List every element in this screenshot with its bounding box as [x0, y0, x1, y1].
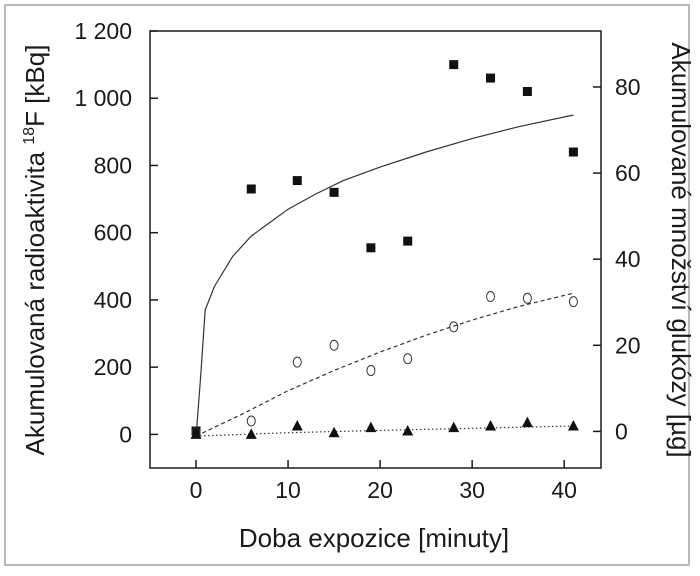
data-point-triangle	[365, 421, 377, 433]
y-axis-left-label-prefix: Akumulovaná radioaktivita	[20, 145, 50, 456]
x-tick-label: 20	[367, 477, 393, 503]
fit-line-solid	[195, 114, 574, 438]
y-axis-left-label-suffix: F [kBq]	[20, 45, 50, 127]
chart-svg: 0 200 400 600 800 1 000 1 200 0 20 40 60 80 0 10 20 3…	[20, 18, 692, 553]
data-point-square	[522, 87, 532, 97]
right-tick-label: 60	[615, 160, 641, 186]
fit-lines	[195, 114, 574, 438]
right-tick-label: 20	[615, 332, 641, 358]
right-tick-label: 80	[615, 74, 641, 100]
data-point-triangle	[291, 419, 303, 431]
fit-line-dotted	[195, 425, 574, 437]
data-point-circle	[403, 353, 413, 365]
data-point-triangle	[402, 425, 414, 436]
y-axis-left-label: Akumulovaná radioaktivita 18F [kBq]	[20, 45, 50, 456]
x-tick-label: 10	[275, 477, 301, 503]
data-point-triangle	[245, 428, 257, 439]
left-tick-label: 1 200	[74, 18, 132, 44]
data-point-circle	[366, 365, 376, 377]
data-point-circle	[449, 321, 459, 333]
data-point-circle	[292, 356, 302, 368]
y-axis-right-label: Akumulované množství glukózy [µg]	[666, 42, 692, 457]
data-point-square	[449, 60, 459, 70]
data-point-triangle	[190, 428, 202, 439]
fit-line-dashed	[195, 292, 574, 437]
left-tick-label: 0	[119, 421, 132, 447]
data-point-triangle	[448, 421, 460, 433]
data-point-square	[486, 73, 496, 83]
data-point-circle	[329, 339, 339, 351]
data-point-circle	[568, 296, 578, 308]
data-point-circle	[486, 291, 496, 303]
left-tick-label: 600	[94, 220, 132, 246]
data-point-square	[403, 236, 413, 246]
left-tick-label: 800	[94, 152, 132, 178]
data-point-square	[366, 243, 376, 253]
figure-frame: 0 200 400 600 800 1 000 1 200 0 20 40 60 80 0 10 20 3…	[4, 4, 692, 566]
right-axis-ticks: 0 20 40 60 80	[593, 74, 641, 444]
data-point-triangle	[485, 419, 497, 431]
data-point-circle	[246, 415, 256, 427]
data-point-triangle	[521, 416, 533, 428]
data-point-square	[292, 176, 302, 186]
data-point-square	[329, 187, 339, 197]
left-tick-label: 200	[94, 354, 132, 380]
data-point-circle	[522, 292, 532, 304]
plot-area-border	[149, 30, 602, 469]
right-tick-label: 40	[615, 246, 641, 272]
x-tick-label: 30	[459, 477, 485, 503]
data-point-square	[246, 184, 256, 194]
x-tick-label: 0	[190, 477, 203, 503]
left-tick-label: 400	[94, 287, 132, 313]
data-point-triangle	[567, 419, 579, 431]
x-axis-ticks: 0 10 20 30 40	[190, 460, 577, 503]
data-markers	[190, 60, 579, 439]
data-point-square	[568, 147, 578, 157]
y-axis-left-label-sup: 18	[21, 127, 38, 145]
left-axis-ticks: 0 200 400 600 800 1 000 1 200	[74, 18, 158, 447]
right-tick-label: 0	[615, 418, 628, 444]
x-tick-label: 40	[551, 477, 577, 503]
x-axis-label: Doba expozice [minuty]	[239, 523, 509, 553]
left-tick-label: 1 000	[74, 85, 132, 111]
data-point-triangle	[328, 426, 340, 438]
